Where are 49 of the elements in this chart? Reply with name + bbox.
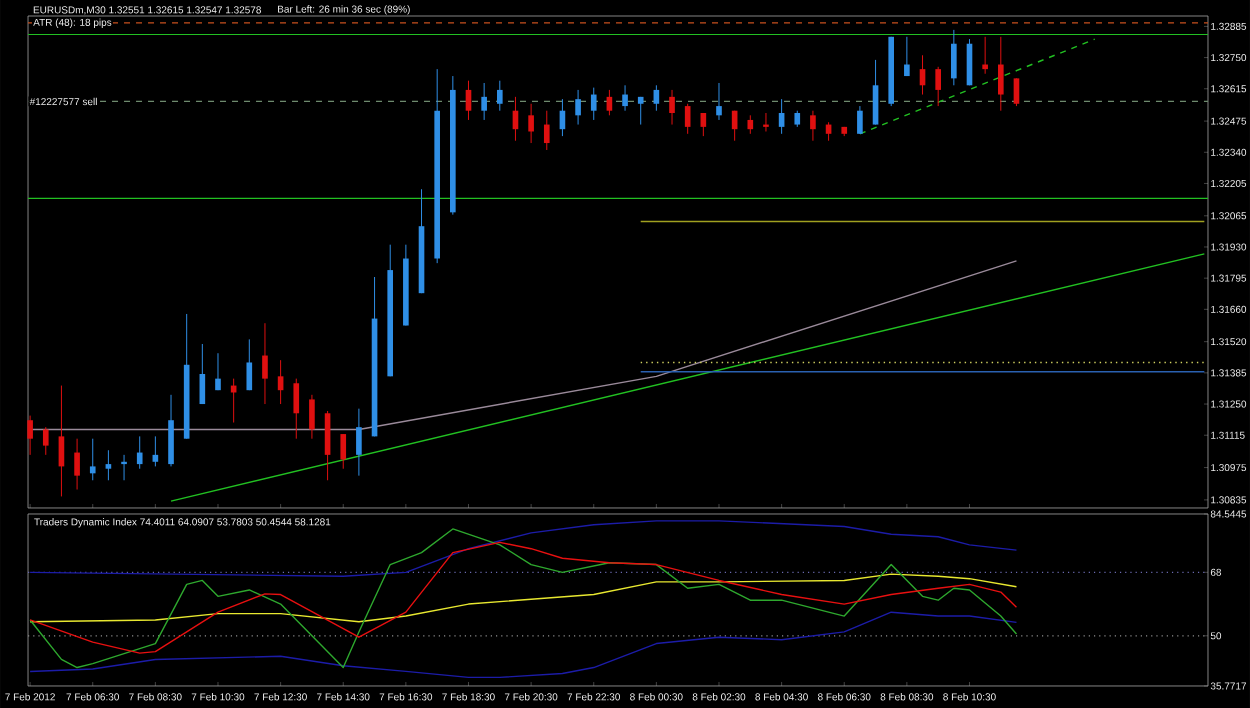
candlestick	[496, 80, 503, 112]
candlestick	[763, 112, 769, 132]
candlestick	[324, 410, 331, 481]
candlestick	[309, 394, 315, 440]
line-series	[29, 520, 1018, 577]
candlestick	[340, 433, 347, 470]
candlestick	[246, 338, 253, 391]
candlestick	[74, 438, 80, 491]
candlestick	[136, 435, 143, 470]
candlestick	[747, 114, 754, 135]
candlestick	[904, 36, 910, 77]
candlestick	[528, 103, 534, 144]
candlestick	[637, 96, 644, 126]
candlestick	[997, 36, 1004, 112]
candlestick	[810, 110, 816, 142]
candlestick	[262, 322, 268, 405]
candlestick	[935, 66, 941, 107]
candlestick	[622, 84, 628, 112]
candlestick	[716, 82, 722, 121]
candlestick	[982, 36, 988, 75]
candlestick	[700, 112, 707, 137]
candlestick	[121, 454, 127, 481]
candlestick	[293, 378, 300, 440]
candlestick	[606, 89, 613, 116]
line-series	[29, 528, 1018, 669]
candlestick	[857, 105, 863, 135]
candlestick	[152, 435, 159, 467]
candlestick	[277, 359, 284, 405]
candlestick	[543, 110, 550, 151]
line-series	[29, 611, 1018, 679]
candlestick	[465, 80, 472, 121]
candlestick	[42, 426, 49, 456]
candlestick	[356, 408, 362, 477]
line-series	[29, 541, 1018, 654]
candlestick	[105, 449, 112, 481]
candlestick	[27, 415, 33, 456]
candlestick	[1013, 77, 1020, 107]
candlestick	[575, 89, 581, 126]
candlestick	[778, 98, 785, 135]
candlestick	[168, 394, 174, 467]
candlestick	[872, 59, 879, 126]
candlestick	[669, 89, 675, 126]
candlestick	[653, 84, 660, 112]
candlestick	[215, 352, 221, 391]
candlestick	[684, 103, 691, 135]
candlestick	[89, 438, 96, 481]
candlestick	[481, 82, 487, 121]
candlestick	[590, 87, 597, 121]
candlestick	[951, 29, 957, 86]
